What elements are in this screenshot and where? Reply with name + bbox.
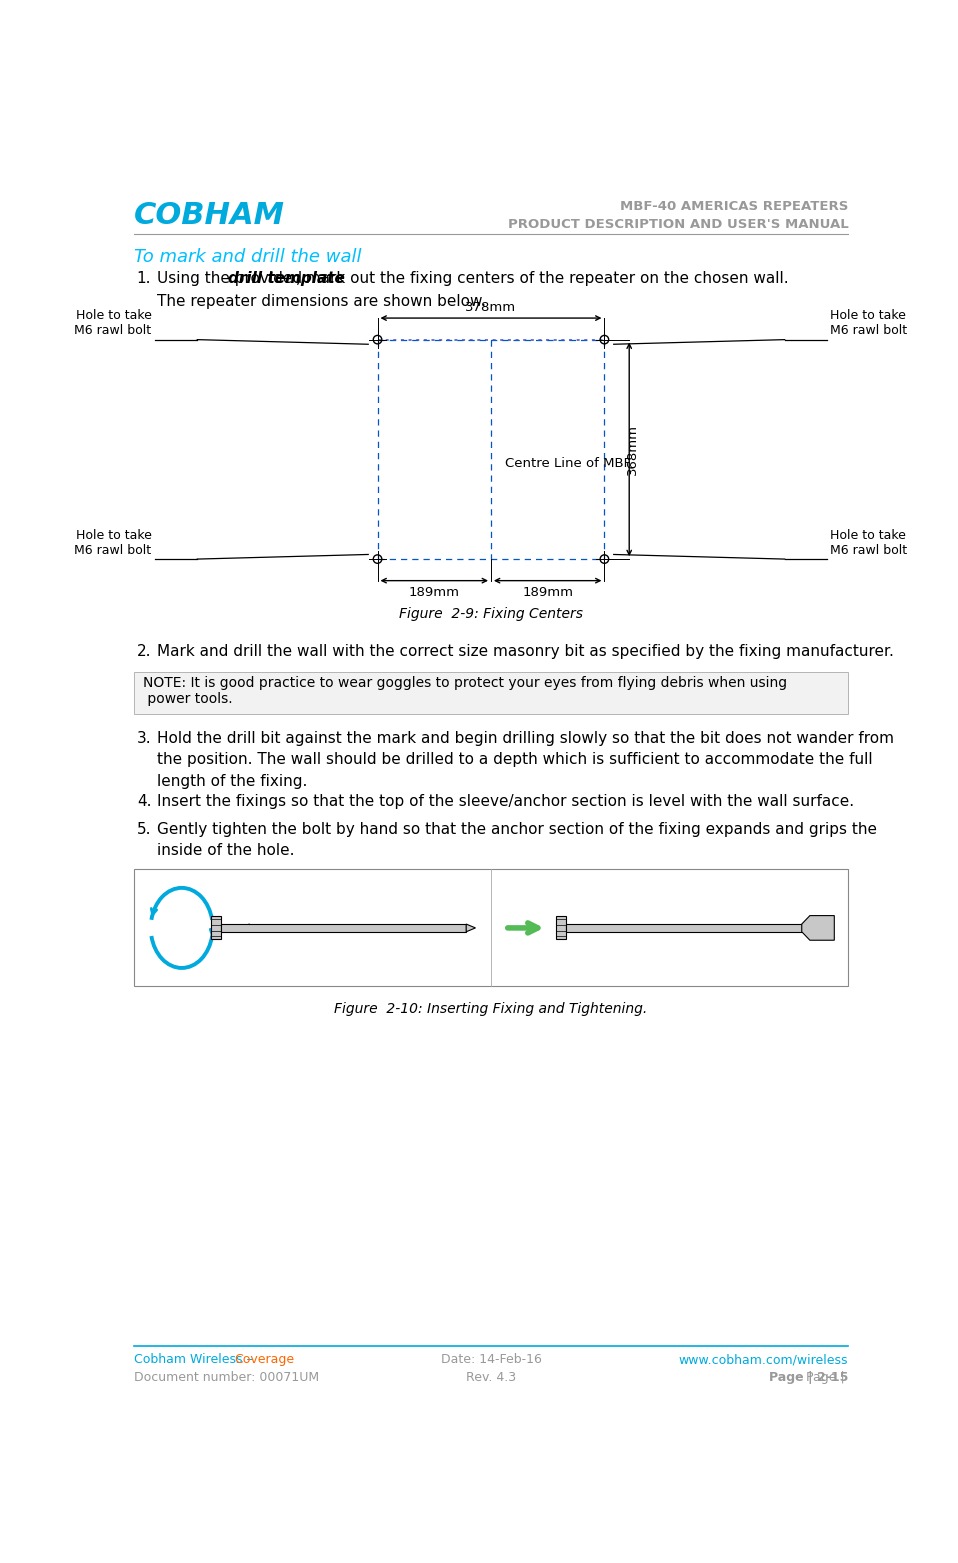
Text: Document number: 00071UM: Document number: 00071UM [134,1371,319,1385]
Text: 378mm: 378mm [466,302,516,314]
Text: Page |: Page | [806,1371,848,1385]
Text: 3.: 3. [137,731,151,746]
Text: length of the fixing.: length of the fixing. [157,774,308,789]
Text: 368mm: 368mm [626,424,639,475]
Text: Figure  2-10: Inserting Fixing and Tightening.: Figure 2-10: Inserting Fixing and Tighte… [334,1002,648,1016]
Text: 2.: 2. [137,644,151,658]
FancyBboxPatch shape [134,869,848,986]
Text: Mark and drill the wall with the correct size masonry bit as specified by the fi: Mark and drill the wall with the correct… [157,644,894,658]
Text: Page | 2-15: Page | 2-15 [769,1371,848,1385]
Text: drill template: drill template [228,270,345,286]
Text: To mark and drill the wall: To mark and drill the wall [134,247,361,266]
Text: Hole to take
M6 rawl bolt: Hole to take M6 rawl bolt [831,309,907,338]
Polygon shape [467,924,475,932]
Text: the position. The wall should be drilled to a depth which is sufficient to accom: the position. The wall should be drilled… [157,752,873,767]
Text: Hole to take
M6 rawl bolt: Hole to take M6 rawl bolt [75,309,151,338]
FancyBboxPatch shape [221,924,467,932]
Text: Using the provided: Using the provided [157,270,307,286]
Text: Cobham Wireless –: Cobham Wireless – [134,1354,257,1366]
Text: Gently tighten the bolt by hand so that the anchor section of the fixing expands: Gently tighten the bolt by hand so that … [157,822,877,836]
Text: MBF-40 AMERICAS REPEATERS: MBF-40 AMERICAS REPEATERS [620,200,848,213]
Text: Hold the drill bit against the mark and begin drilling slowly so that the bit do: Hold the drill bit against the mark and … [157,731,894,746]
FancyBboxPatch shape [556,916,566,939]
Text: , mark out the fixing centers of the repeater on the chosen wall.: , mark out the fixing centers of the rep… [296,270,788,286]
Text: Insert the fixings so that the top of the sleeve/anchor section is level with th: Insert the fixings so that the top of th… [157,794,855,810]
Text: 189mm: 189mm [522,586,573,599]
FancyBboxPatch shape [211,916,221,939]
Text: Date: 14-Feb-16: Date: 14-Feb-16 [441,1354,541,1366]
Text: Coverage: Coverage [235,1354,294,1366]
Text: 1.: 1. [137,270,151,286]
Polygon shape [802,916,834,941]
Text: 4.: 4. [137,794,151,810]
Text: www.cobham.com/wireless: www.cobham.com/wireless [679,1354,848,1366]
Text: COBHAM: COBHAM [134,202,285,230]
Text: Hole to take
M6 rawl bolt: Hole to take M6 rawl bolt [831,528,907,556]
Text: 189mm: 189mm [409,586,460,599]
Text: Hole to take
M6 rawl bolt: Hole to take M6 rawl bolt [75,528,151,556]
FancyBboxPatch shape [134,672,848,714]
Text: Rev. 4.3: Rev. 4.3 [466,1371,516,1385]
Text: PRODUCT DESCRIPTION AND USER'S MANUAL: PRODUCT DESCRIPTION AND USER'S MANUAL [508,219,848,231]
Text: Centre Line of MBF: Centre Line of MBF [505,456,631,470]
FancyBboxPatch shape [566,924,802,932]
Text: NOTE: It is good practice to wear goggles to protect your eyes from flying debri: NOTE: It is good practice to wear goggle… [143,677,787,706]
Text: inside of the hole.: inside of the hole. [157,842,294,858]
Text: The repeater dimensions are shown below.: The repeater dimensions are shown below. [157,294,486,309]
Text: Figure  2-9: Fixing Centers: Figure 2-9: Fixing Centers [399,606,583,621]
Text: 5.: 5. [137,822,151,836]
